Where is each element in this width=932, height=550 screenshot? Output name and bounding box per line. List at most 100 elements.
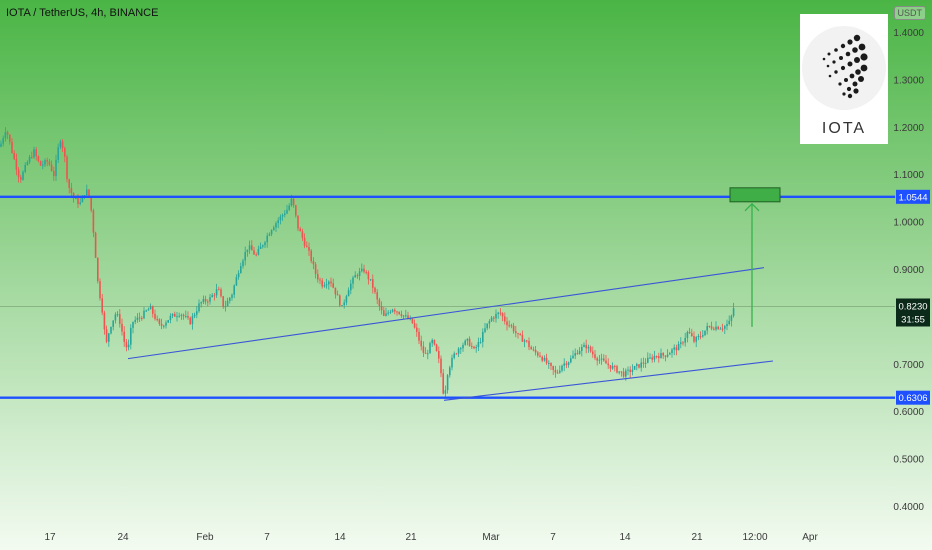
candle [473, 346, 475, 349]
candle [99, 281, 101, 299]
candle [11, 141, 13, 154]
candle [640, 362, 642, 368]
candle [242, 260, 244, 267]
candle [660, 353, 662, 359]
candle [521, 334, 524, 342]
candle [229, 297, 231, 301]
candle [81, 196, 84, 203]
candle [629, 369, 631, 373]
candle [686, 331, 689, 338]
candle [704, 330, 706, 336]
candle [655, 355, 658, 357]
candle [253, 250, 255, 255]
candle [132, 321, 134, 328]
candle [303, 237, 306, 246]
candle [589, 346, 592, 352]
candle [204, 298, 207, 302]
candle [653, 355, 656, 360]
candle [563, 363, 565, 366]
candle [224, 306, 227, 308]
candle [387, 312, 389, 314]
candle [163, 325, 165, 327]
candle [446, 375, 449, 391]
candle [284, 213, 286, 215]
candle [231, 294, 233, 298]
candle [607, 363, 609, 366]
channel-lower-line[interactable] [443, 360, 774, 401]
candle [499, 312, 502, 314]
target-zone-box[interactable] [729, 187, 781, 203]
candle [594, 354, 596, 359]
candle [39, 161, 42, 166]
price-axis[interactable]: 1.4000 1.3000 1.2000 1.1000 1.0000 0.9000 0.70… [893, 28, 924, 513]
channel-upper-line[interactable] [127, 267, 765, 360]
y-tick-label: 0.7000 [893, 360, 924, 371]
candle [726, 324, 728, 327]
candle [413, 323, 416, 328]
candle [475, 347, 477, 349]
candle [356, 275, 359, 277]
candle [350, 283, 352, 291]
candle [121, 323, 123, 332]
candle [581, 346, 583, 352]
candle [647, 357, 649, 363]
candle [9, 134, 11, 142]
candle [574, 353, 576, 356]
candle [644, 362, 647, 364]
candle [578, 351, 581, 354]
candle [444, 390, 447, 394]
candle [246, 249, 249, 252]
candle [193, 314, 196, 317]
candle [367, 272, 370, 280]
candle [191, 316, 194, 325]
candle [453, 353, 455, 358]
candle [345, 296, 348, 303]
candle [677, 343, 680, 351]
candle [105, 329, 108, 342]
candle [523, 340, 526, 342]
candle [292, 198, 295, 206]
candle [257, 248, 260, 255]
y-tick-label: 1.0000 [893, 218, 924, 229]
candle [336, 294, 339, 296]
overlays-layer: 1.0544 0.6306 0.8230 31:55 [0, 187, 930, 405]
candle [268, 234, 271, 236]
candle [233, 285, 235, 295]
candle [550, 362, 552, 366]
candle [539, 355, 541, 357]
currency-button[interactable]: USDT [893, 6, 926, 20]
candle [103, 312, 106, 330]
candle [693, 336, 695, 342]
candle [147, 309, 150, 311]
candle [33, 149, 35, 158]
level-price-badge [896, 189, 930, 204]
candle [418, 331, 420, 341]
time-axis[interactable]: 17 24 Feb 7 14 21 Mar 7 14 21 12:00 Apr [44, 532, 818, 543]
candle [490, 317, 493, 322]
candle [460, 348, 462, 350]
candle [614, 365, 616, 367]
candle [411, 318, 414, 324]
candle [385, 313, 387, 316]
candle [152, 306, 154, 314]
candle [68, 179, 70, 188]
candle [721, 328, 724, 330]
candle [409, 318, 411, 320]
candle [662, 353, 664, 356]
candle [189, 317, 191, 325]
candle [156, 318, 158, 320]
candle [46, 160, 48, 162]
candle [334, 287, 337, 295]
x-tick-label: 12:00 [742, 532, 767, 543]
candle [138, 317, 141, 319]
candle [28, 156, 31, 163]
candle [42, 164, 44, 166]
iota-logo-text: IOTA [821, 120, 867, 137]
candle [251, 245, 253, 251]
candle [295, 205, 297, 216]
candle [598, 359, 601, 361]
candle [119, 314, 121, 324]
candle [211, 295, 213, 298]
